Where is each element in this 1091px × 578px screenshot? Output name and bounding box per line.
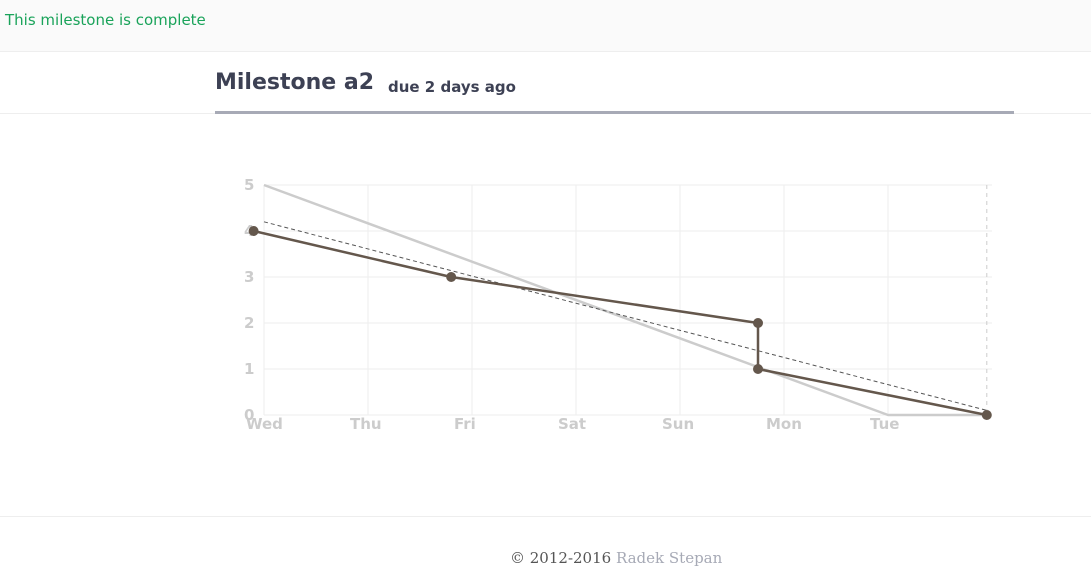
- x-tick-label-sat: Sat: [558, 415, 586, 433]
- footer: © 2012-2016 Radek Stepan: [0, 516, 1091, 578]
- milestone-complete-notice: This milestone is complete: [5, 11, 206, 29]
- chart-grid: [263, 184, 992, 416]
- author-link[interactable]: Radek Stepan: [615, 549, 723, 567]
- trend-line: [263, 221, 987, 411]
- y-tick-label: 3: [244, 268, 254, 286]
- milestone-due-date: due 2 days ago: [388, 78, 516, 96]
- actual-point-3: [753, 364, 763, 374]
- chart-markers: [248, 226, 992, 420]
- actual-point-0: [248, 226, 259, 236]
- actual-point-4: [981, 410, 992, 420]
- copyright-years: © 2012-2016: [510, 549, 612, 567]
- milestone-title: Milestone a2: [215, 70, 375, 95]
- milestone-status-bar: This milestone is complete: [0, 0, 1091, 52]
- chart-axis-labels: 012345WedThuFriSatSunMonTue: [244, 176, 899, 433]
- x-tick-label-sun: Sun: [662, 415, 694, 433]
- chart-series: [253, 183, 988, 417]
- actual-point-2: [753, 318, 763, 328]
- milestone-header: Milestone a2 due 2 days ago: [215, 68, 1014, 114]
- x-tick-label-mon: Mon: [766, 415, 802, 433]
- x-tick-label-wed: Wed: [246, 415, 283, 433]
- footer-copyright: © 2012-2016 Radek Stepan: [510, 549, 722, 567]
- x-tick-label-fri: Fri: [454, 415, 476, 433]
- actual-point-1: [446, 272, 457, 282]
- x-tick-label-thu: Thu: [350, 415, 382, 433]
- y-tick-label: 5: [244, 176, 254, 194]
- ideal-line: [263, 183, 987, 417]
- y-tick-label: 0: [244, 406, 254, 424]
- y-tick-label: 1: [244, 360, 254, 378]
- x-tick-label-tue: Tue: [870, 415, 899, 433]
- y-tick-label: 2: [244, 314, 254, 332]
